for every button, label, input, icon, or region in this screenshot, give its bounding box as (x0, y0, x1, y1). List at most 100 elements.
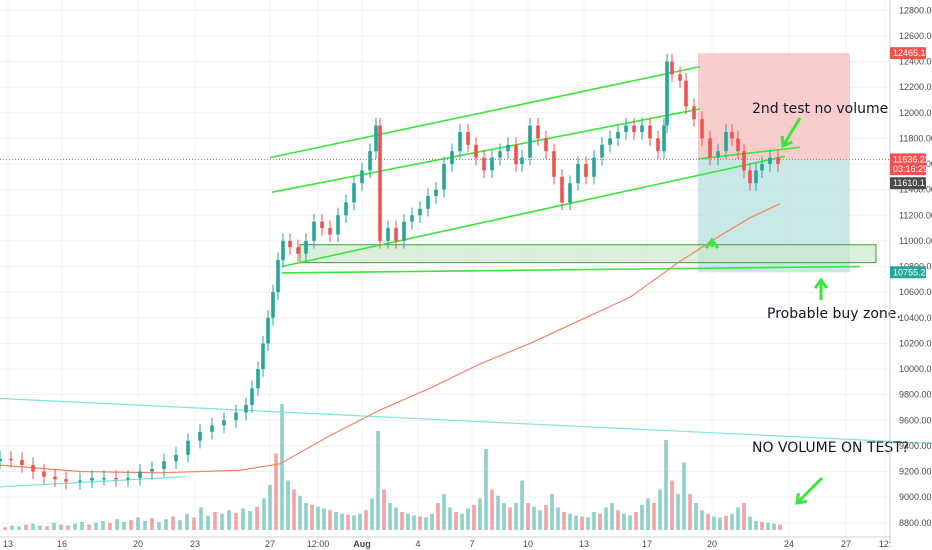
candle-body (126, 477, 130, 480)
volume-bar (73, 523, 77, 530)
arrow-buy-zone-head (813, 277, 829, 289)
volume-bar (778, 524, 782, 530)
volume-bar (80, 521, 84, 530)
x-tick-label: 17 (642, 539, 652, 549)
candle-body (244, 404, 248, 413)
volume-bar (10, 525, 14, 530)
volume-bar (340, 513, 344, 530)
volume-bar (406, 513, 410, 530)
candle-body (730, 131, 734, 139)
volume-bar (664, 440, 668, 530)
volume-bar (736, 507, 740, 530)
candle-body (434, 189, 438, 197)
x-tick-label: 12:00 (307, 539, 330, 549)
candle-body (64, 479, 68, 482)
price-tag (890, 163, 926, 176)
candle-body (776, 157, 780, 165)
volume-bar (400, 512, 404, 530)
arrow-small-head (704, 237, 720, 249)
volume-bar (556, 507, 560, 530)
price-tag (890, 47, 926, 60)
volume-bar (352, 515, 356, 530)
volume-bar (448, 507, 452, 530)
candle-body (53, 476, 57, 480)
candle-body (386, 228, 390, 241)
candle-body (552, 151, 556, 177)
y-tick-label: 9800.00 (899, 390, 932, 400)
candle-body (352, 183, 356, 203)
support-line (281, 265, 861, 274)
volume-bar (136, 517, 140, 530)
y-tick-label: 10200.00 (899, 338, 932, 348)
price-axis[interactable]: 8800.00 9000.00 9200.00 9400.00 9600.00 9800.… (889, 0, 932, 542)
volume-bar (185, 513, 189, 530)
x-tick-label: 4 (415, 539, 420, 549)
volume-bar (478, 498, 482, 530)
volume-bar (286, 480, 290, 530)
candle-body (592, 157, 596, 177)
volume-bar (280, 404, 284, 530)
lower-trendline (0, 476, 187, 488)
volume-bar (682, 462, 686, 530)
annotation-buy-zone: Probable buy zone. (767, 306, 901, 322)
candle-body (724, 131, 728, 152)
x-tick-label: 20 (133, 539, 143, 549)
volume-bar (658, 489, 662, 530)
candle-body (402, 221, 406, 241)
y-tick-label: 9000.00 (899, 492, 932, 502)
volume-bar (514, 503, 518, 530)
arrow-no-volume-head (795, 492, 808, 505)
volume-bar (304, 503, 308, 530)
volume-bar (712, 516, 716, 530)
candle-body (490, 157, 494, 171)
price-tag-label: 03:16:29 (893, 164, 928, 174)
candle-body (716, 151, 720, 158)
channel-upper-2-line (697, 146, 801, 160)
overlay-lines (0, 65, 932, 488)
annotations: 2nd test no volume Probable buy zone. NO V… (752, 101, 909, 456)
candle-body (708, 138, 712, 158)
volume-bar (424, 517, 428, 530)
arrow-2nd-test-head (780, 135, 793, 149)
candle-body (234, 412, 238, 421)
y-tick-label: 11400.00 (899, 185, 932, 195)
moving-average-line (0, 203, 781, 474)
volume-bar (730, 513, 734, 530)
candle-body (271, 292, 275, 318)
volume-bar (604, 507, 608, 530)
candle-body (568, 183, 572, 203)
volume-bar (634, 512, 638, 530)
volume-bar (676, 494, 680, 530)
candle-body (600, 144, 604, 158)
volume-bar (358, 513, 362, 530)
candle-body (418, 208, 422, 216)
buy-zone-box (299, 244, 877, 264)
candle-body (222, 420, 226, 426)
annotation-no-volume: NO VOLUME ON TEST? (752, 440, 909, 456)
candle-body (9, 458, 13, 461)
volume-bar (248, 511, 252, 530)
volume-bar (38, 525, 42, 530)
volume-bar (234, 512, 238, 530)
volume-bar (334, 512, 338, 530)
time-axis[interactable]: 13 16 20 23 27 12:00 Aug 4 7 10 13 17 20 24 27 12: (0, 536, 891, 549)
volume-bar (292, 489, 296, 530)
volume-bar (310, 504, 314, 530)
candle-body (482, 157, 486, 171)
candle-body (754, 170, 758, 184)
volume-bar (24, 524, 28, 530)
arrow-no-volume (795, 476, 824, 505)
volume-bar (472, 504, 476, 530)
volume-bar (616, 510, 620, 530)
volume-bar (31, 523, 35, 530)
volume-bar (129, 520, 133, 530)
x-tick-label: 7 (469, 539, 474, 549)
volume-bar (760, 521, 764, 530)
y-tick-label: 12200.00 (899, 82, 932, 92)
volume-bar (454, 512, 458, 530)
candle-body (768, 157, 772, 165)
volume-bar (748, 516, 752, 530)
price-tag-label: 11636.22 (893, 154, 930, 164)
volume-bar (754, 521, 758, 530)
volume-bar (227, 510, 231, 530)
